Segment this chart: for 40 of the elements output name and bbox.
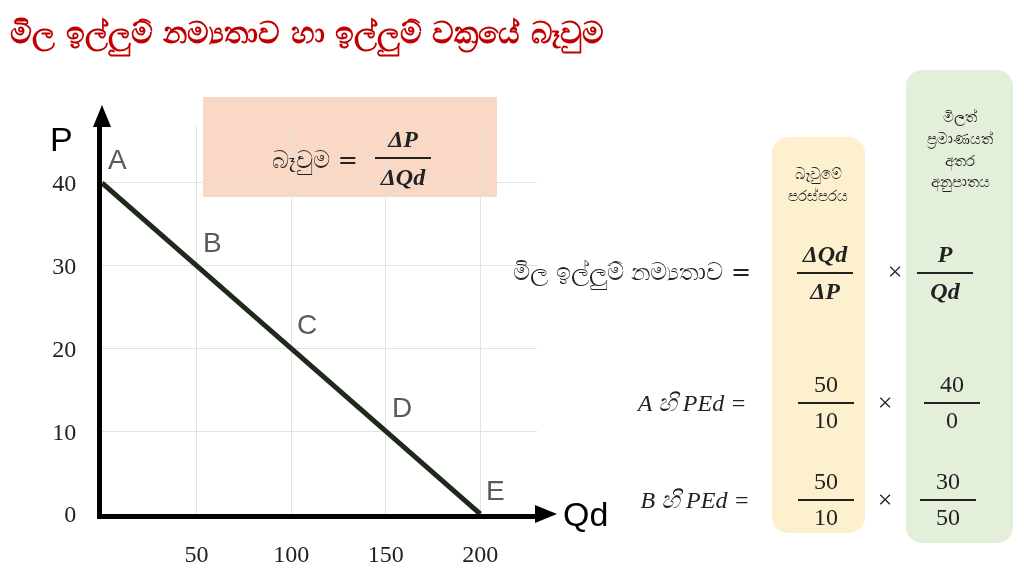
text: 0	[946, 405, 958, 435]
text: බෑවුමේ පරස්පරය	[788, 164, 848, 207]
annotation: ΔQd	[380, 162, 426, 192]
annotation: D	[392, 392, 413, 423]
text: ×	[887, 256, 903, 289]
text: 50	[936, 502, 960, 532]
text: ×	[877, 387, 893, 420]
x-axis-title: Qd	[563, 495, 609, 533]
y-tick-label: 30	[52, 253, 77, 280]
x-tick-label: 150	[367, 540, 404, 567]
text: A හි PEd =	[637, 388, 747, 418]
annotation: බෑවුම =	[272, 144, 358, 177]
text: 30	[936, 466, 960, 496]
x-tick-label: 100	[273, 540, 310, 567]
annotation: C	[297, 309, 318, 340]
text: P	[937, 239, 953, 269]
y-axis-title: P	[50, 120, 73, 158]
x-tick-label: 200	[462, 540, 499, 567]
y-tick-label: 0	[64, 501, 77, 528]
text: ×	[877, 484, 893, 517]
y-tick-label: 10	[52, 418, 77, 445]
text: 40	[940, 369, 964, 399]
annotation: ΔP	[388, 124, 418, 154]
annotation: E	[486, 475, 505, 506]
text: ΔQd	[802, 239, 848, 269]
annotation: මිල ඉල්ලුම් නම්‍යතාව =	[513, 256, 751, 290]
text: Qd	[930, 276, 960, 306]
chart-title: මිල ඉල්ලුම් නම්‍යතාව හා ඉල්ලුම් වක්‍රයේ බෑවුම	[10, 14, 604, 57]
y-tick-label: 40	[52, 170, 77, 197]
text: ΔP	[810, 276, 840, 306]
text: 50	[814, 369, 838, 399]
text: මිලත් ප්‍රමාණයත් අතර අනුපාතය	[927, 106, 993, 194]
annotation: B	[203, 227, 222, 258]
annotation: A	[108, 144, 127, 175]
y-tick-label: 20	[52, 335, 77, 362]
x-tick-label: 50	[184, 540, 209, 567]
text: 10	[814, 405, 838, 435]
text: 50	[814, 466, 838, 496]
text: 10	[814, 502, 838, 532]
text: B හි PEd =	[640, 485, 750, 515]
